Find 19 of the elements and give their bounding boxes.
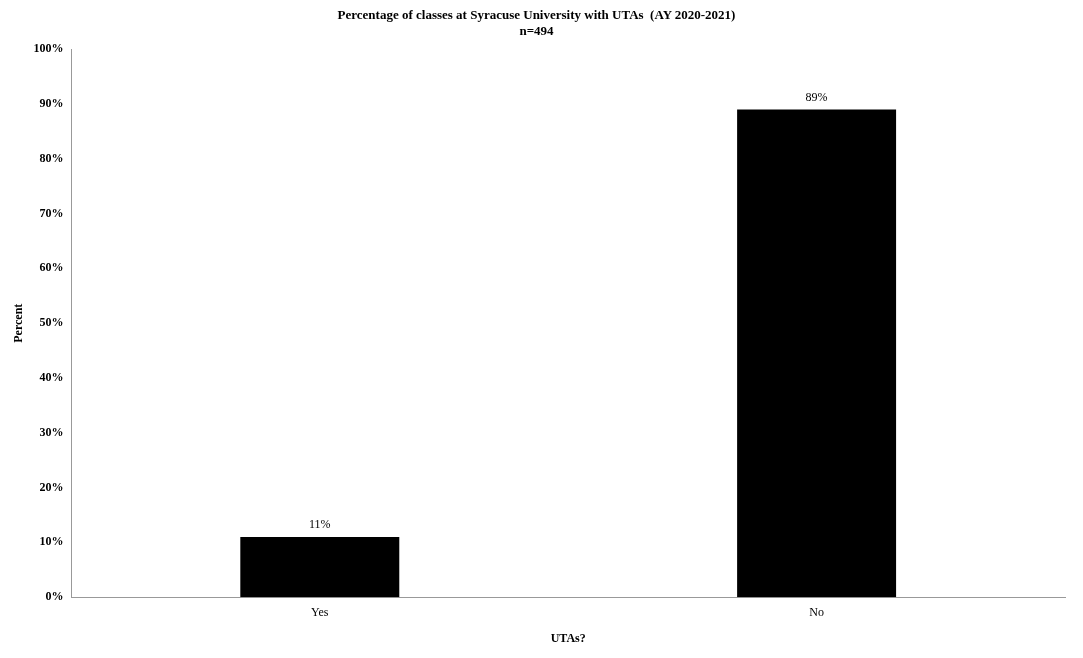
x-axis-title: UTAs? [550, 630, 586, 645]
y-tick-label: 70% [39, 205, 64, 220]
data-label: 11% [309, 517, 331, 532]
x-tick-label: Yes [311, 604, 329, 619]
y-tick-label: 20% [39, 479, 64, 494]
y-tick-label: 60% [39, 260, 64, 275]
y-tick-label: 50% [39, 315, 64, 330]
x-tick-label: No [809, 604, 824, 619]
chart-subtitle: n=494 [519, 22, 555, 38]
y-tick-label: 0% [45, 589, 64, 604]
y-tick-label: 30% [39, 424, 64, 439]
data-label: 89% [805, 89, 828, 104]
y-tick-label: 90% [39, 96, 64, 111]
y-tick-label: 10% [39, 534, 64, 549]
y-tick-label: 100% [33, 41, 64, 56]
y-tick-label: 80% [39, 150, 64, 165]
y-tick-label: 40% [39, 370, 64, 385]
y-axis-title: Percent [11, 303, 26, 343]
chart-title: Percentage of classes at Syracuse University with UTAs (AY 2020-2021) [337, 7, 736, 23]
